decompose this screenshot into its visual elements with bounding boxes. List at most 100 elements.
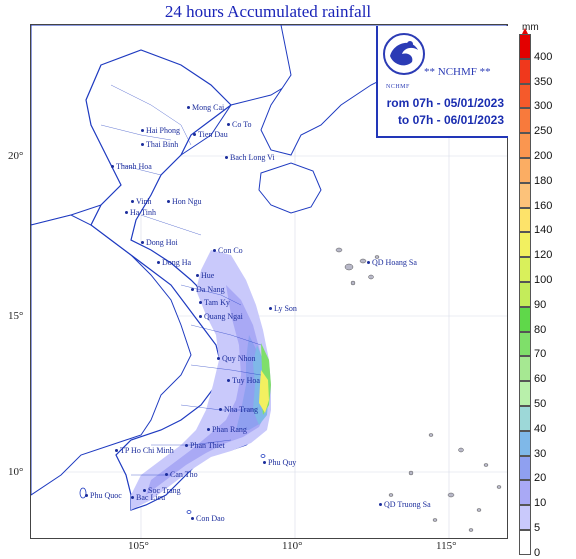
city-marker	[199, 301, 202, 304]
legend-tick-100: 100	[534, 274, 553, 286]
city-label: Tien Dau	[198, 130, 228, 139]
nchmf-logo-text: ** NCHMF **	[424, 66, 491, 78]
city-label: Thanh Hoa	[116, 162, 152, 171]
hainan-island	[258, 162, 322, 214]
city-marker	[111, 165, 114, 168]
nchmf-logo-small-text: NCHMF	[386, 84, 410, 90]
city-marker	[217, 357, 220, 360]
legend-swatch-80	[519, 306, 531, 332]
period-from: rom 07h - 05/01/2023	[386, 96, 504, 110]
city-marker	[219, 408, 222, 411]
lon-label-110: 110°	[282, 540, 303, 552]
city-label: Hai Phong	[146, 126, 180, 135]
city-label: Co To	[232, 120, 252, 129]
city-marker	[269, 307, 272, 310]
city-label: Dong Hoi	[146, 238, 178, 247]
city-label: Quy Nhon	[222, 354, 256, 363]
legend-swatch-5	[519, 505, 531, 530]
city-label: Soc Trang	[148, 486, 181, 495]
legend-swatch-50	[519, 381, 531, 406]
legend-tick-50: 50	[534, 398, 547, 410]
legend-tick-0: 0	[534, 546, 541, 559]
city-marker	[191, 517, 194, 520]
city-marker	[167, 200, 170, 203]
legend-swatch-300	[519, 83, 531, 109]
legend-swatch-120	[519, 232, 531, 258]
city-label: Phu Quy	[268, 458, 297, 467]
rainfall-legend: mm 400 350 300 250 200 180 160 140 120 100 90 80 70 6…	[516, 18, 576, 559]
legend-swatch-250	[519, 108, 531, 134]
city-marker	[85, 494, 88, 497]
period-to: to 07h - 06/01/2023	[397, 113, 504, 127]
city-label: Phu Quoc	[90, 491, 122, 500]
city-marker	[199, 315, 202, 318]
legend-tick-120: 120	[534, 249, 553, 262]
province-boundaries	[100, 84, 262, 476]
legend-tick-5: 5	[534, 522, 541, 534]
city-label: Tam Ky	[204, 298, 230, 307]
city-label: Thai Binh	[146, 140, 179, 149]
city-label: Vinh	[136, 197, 152, 206]
legend-tick-250: 250	[534, 125, 553, 138]
legend-tick-90: 90	[534, 298, 547, 311]
coastal-islands	[79, 454, 266, 514]
city-marker	[141, 241, 144, 244]
legend-swatch-40	[519, 406, 531, 431]
city-marker	[141, 143, 144, 146]
legend-tick-400: 400	[534, 50, 553, 63]
legend-tick-180: 180	[534, 174, 553, 187]
city-label: Bac Lieu	[136, 493, 166, 502]
legend-tick-160: 160	[534, 199, 553, 212]
city-marker	[191, 288, 194, 291]
city-marker	[196, 274, 199, 277]
legend-unit: mm	[522, 22, 539, 33]
city-marker	[125, 211, 128, 214]
legend-swatch-100	[519, 257, 531, 282]
city-marker	[263, 461, 266, 464]
city-marker	[185, 444, 188, 447]
legend-tick-20: 20	[534, 472, 547, 485]
city-label: Ha Tinh	[130, 208, 157, 217]
city-label: Phan Thiet	[190, 441, 225, 450]
lat-label-10: 10°	[8, 466, 24, 478]
city-label: Hon Ngu	[172, 197, 202, 206]
legend-tick-140: 140	[534, 224, 553, 237]
rain-area-100mm	[259, 370, 269, 413]
legend-swatch-70	[519, 331, 531, 357]
paracel-islands	[335, 247, 380, 286]
legend-tick-60: 60	[534, 373, 547, 386]
city-marker	[115, 449, 118, 452]
legend-swatch-90	[519, 282, 531, 307]
city-label: Nha Trang	[224, 405, 259, 414]
city-label: Bach Long Vi	[230, 153, 275, 162]
city-label: Ly Son	[274, 304, 297, 313]
legend-swatch-60	[519, 356, 531, 382]
city-label: Tuy Hoa	[232, 376, 260, 385]
legend-tick-40: 40	[534, 422, 547, 435]
legend-swatch-400	[519, 34, 531, 59]
city-marker	[131, 200, 134, 203]
legend-tick-350: 350	[534, 75, 553, 88]
city-label: Con Dao	[196, 514, 225, 523]
city-label: Quang Ngai	[204, 312, 243, 321]
city-marker	[225, 156, 228, 159]
spratly-islands	[388, 433, 502, 532]
legend-tick-200: 200	[534, 150, 553, 162]
city-label: Can Tho	[170, 470, 198, 479]
city-marker	[143, 489, 146, 492]
rain-area-10mm	[146, 285, 267, 495]
city-marker	[227, 379, 230, 382]
nchmf-logo-icon	[383, 33, 425, 75]
legend-swatch-140	[519, 207, 531, 233]
city-label: Con Co	[218, 246, 243, 255]
lon-label-115: 115°	[436, 540, 457, 552]
legend-swatch-30	[519, 430, 531, 456]
city-marker	[227, 123, 230, 126]
lon-label-105: 105°	[128, 540, 149, 552]
legend-tick-300: 300	[534, 100, 553, 113]
nchmf-logo-box: NCHMF ** NCHMF ** rom 07h - 05/01/2023 t…	[376, 26, 508, 138]
legend-swatch-200	[519, 133, 531, 158]
city-marker	[213, 249, 216, 252]
lat-label-15: 15°	[8, 310, 24, 322]
legend-tick-70: 70	[534, 348, 547, 361]
